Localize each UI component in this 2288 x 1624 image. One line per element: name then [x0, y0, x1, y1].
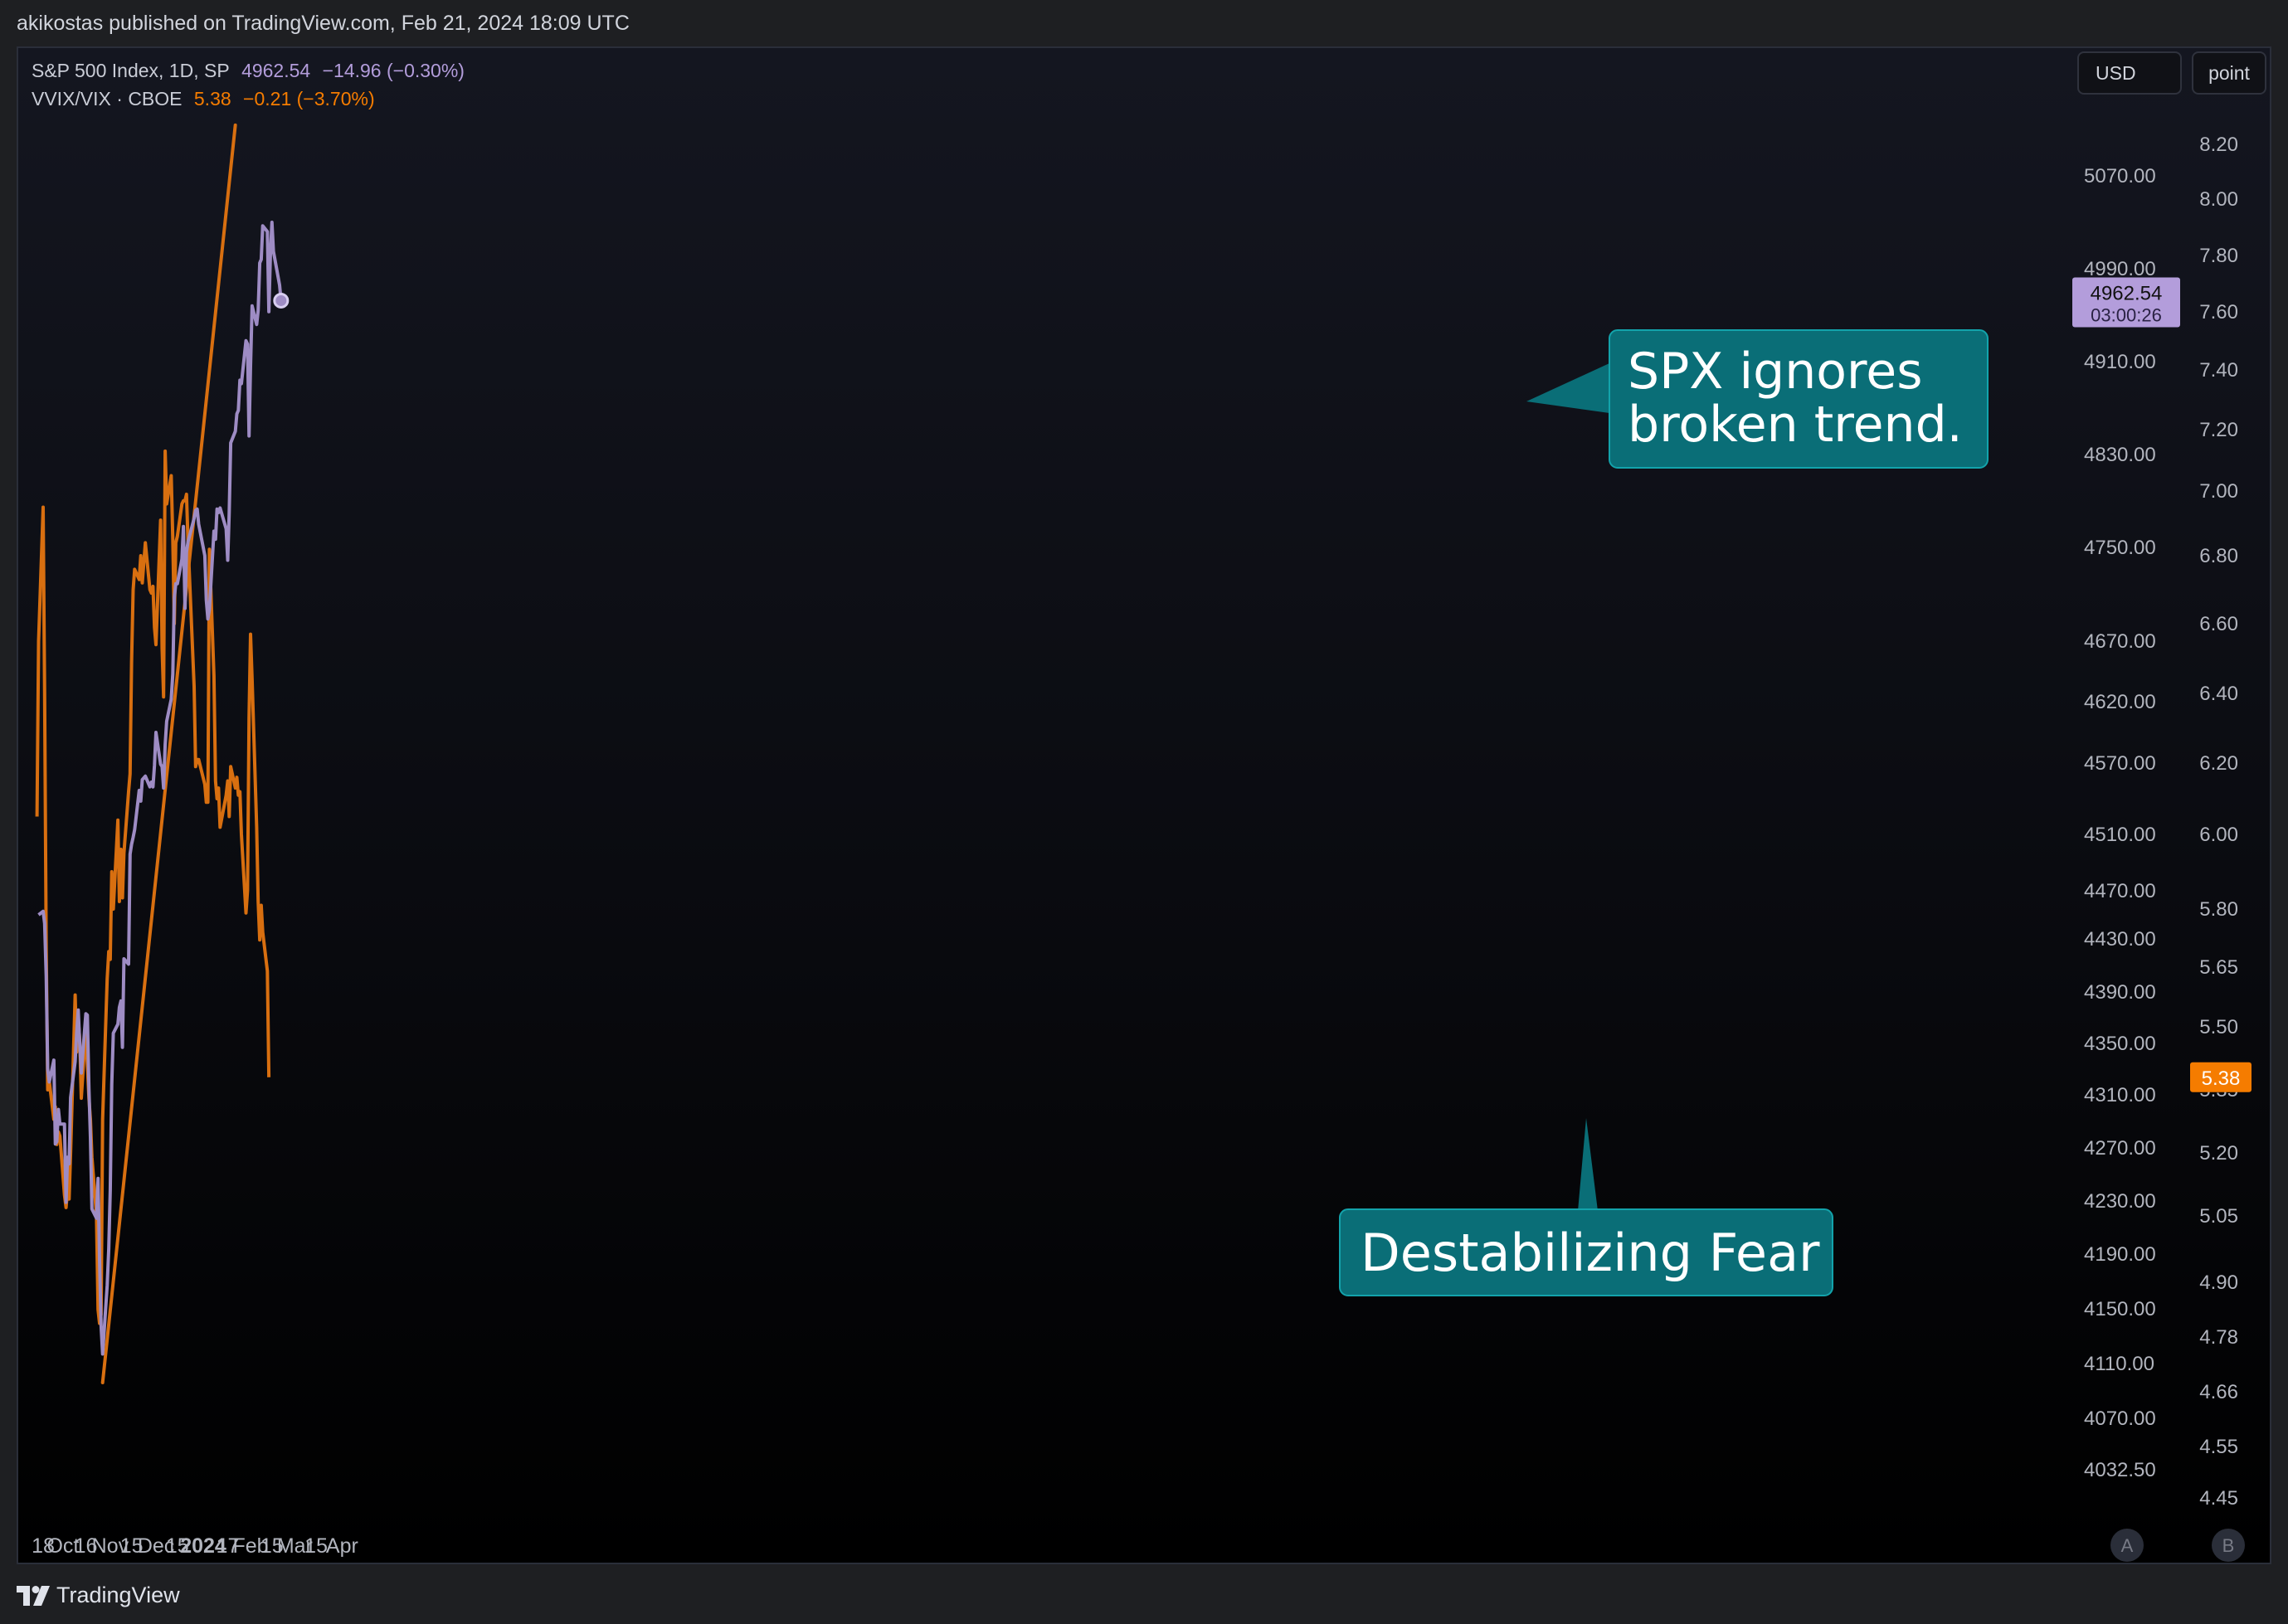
- vvix-axis-tick: 5.50: [2199, 1016, 2238, 1038]
- callout-fear-text: Destabilizing Fear: [1361, 1223, 1820, 1283]
- time-axis-tick: Nov: [92, 1534, 129, 1558]
- time-axis-tick: 15: [260, 1534, 284, 1558]
- spx-axis-tick: 4150.00: [2084, 1298, 2156, 1320]
- vvix-axis-tick: 6.40: [2199, 683, 2238, 705]
- vvix-axis-tick: 7.60: [2199, 301, 2238, 323]
- callout-spx-line2: broken trend.: [1628, 396, 1963, 454]
- vvix-trendline[interactable]: [100, 123, 237, 1384]
- vvix-axis-tick: 6.60: [2199, 613, 2238, 635]
- axis-button-a[interactable]: [2110, 1529, 2144, 1562]
- chart-pane[interactable]: 5070.00 4990.00 4910.00 4830.00 4750.00 4670.…: [17, 46, 2271, 1564]
- spx-axis-tick: 4110.00: [2084, 1353, 2154, 1375]
- spx-line[interactable]: [37, 221, 283, 1356]
- vvix-axis-tick: 4.45: [2199, 1487, 2238, 1510]
- spx-legend[interactable]: S&P 500 Index, 1D, SP 4962.54 −14.96 (−0…: [32, 60, 471, 82]
- chart-canvas[interactable]: 5070.00 4990.00 4910.00 4830.00 4750.00 4670.…: [18, 48, 2270, 1563]
- callout-spx-box[interactable]: [1609, 329, 1989, 469]
- spx-axis-tick: 4032.50: [2084, 1459, 2156, 1481]
- vvix-axis-tick: 8.00: [2199, 188, 2238, 211]
- spx-axis-tick: 4570.00: [2084, 752, 2156, 775]
- vvix-axis-tick: 6.20: [2199, 752, 2238, 775]
- time-axis-tick: Mar: [277, 1534, 313, 1558]
- spx-axis-tick: 4190.00: [2084, 1243, 2156, 1266]
- callout-fear-pointer: [1578, 1118, 1598, 1211]
- vvix-axis-tick: 8.20: [2199, 134, 2238, 156]
- vvix-axis-tick: 4.55: [2199, 1436, 2238, 1458]
- vvix-legend[interactable]: VVIX/VIX · CBOE 5.38 −0.21 (−3.70%): [32, 88, 382, 110]
- spx-axis-tick: 4350.00: [2084, 1033, 2156, 1055]
- axis-button-b[interactable]: [2212, 1529, 2245, 1562]
- callout-spx-line1: SPX ignores: [1628, 343, 1922, 401]
- vvix-axis-tick: 7.40: [2199, 359, 2238, 382]
- axis-button-label: B: [2222, 1535, 2235, 1556]
- time-axis-tick: 15: [120, 1534, 144, 1558]
- vvix-axis-tick: 5.80: [2199, 898, 2238, 921]
- spx-axis-tick: 4310.00: [2084, 1084, 2156, 1106]
- callout-spx-pointer: [1526, 363, 1609, 413]
- vvix-axis-tick: 6.00: [2199, 824, 2238, 846]
- published-text: akikostas published on TradingView.com, …: [17, 12, 630, 35]
- callout-fear-box[interactable]: [1339, 1208, 1833, 1296]
- vvix-axis-tick: 4.78: [2199, 1326, 2238, 1349]
- spx-axis-tick: 4270.00: [2084, 1137, 2156, 1160]
- time-axis-tick: 16: [75, 1534, 98, 1558]
- spx-legend-change: −14.96 (−0.30%): [322, 60, 465, 81]
- spx-axis-tick: 4510.00: [2084, 824, 2156, 846]
- scale-unit-button[interactable]: point: [2192, 51, 2266, 95]
- spx-last-point[interactable]: [273, 292, 290, 309]
- vvix-legend-change: −0.21 (−3.70%): [243, 88, 375, 109]
- spx-axis-tick: 4230.00: [2084, 1190, 2156, 1213]
- vvix-axis-tick: 4.90: [2199, 1271, 2238, 1294]
- spx-axis-tick: 4430.00: [2084, 928, 2156, 951]
- spx-axis-tick: 4830.00: [2084, 444, 2156, 466]
- vvix-axis-tick: 5.65: [2199, 956, 2238, 979]
- spx-axis-tick: 5070.00: [2084, 165, 2156, 187]
- vvix-legend-price: 5.38: [193, 88, 231, 109]
- spx-price-tag-value: 4962.54: [2091, 282, 2163, 304]
- time-axis-tick: Dec: [138, 1534, 174, 1558]
- spx-axis-tick: 4990.00: [2084, 258, 2156, 280]
- spx-axis-tick: 4390.00: [2084, 981, 2156, 1004]
- spx-price-tag-countdown: 03:00:26: [2091, 304, 2162, 325]
- spx-axis-tick: 4470.00: [2084, 880, 2156, 902]
- vvix-axis-tick: 7.80: [2199, 245, 2238, 267]
- spx-legend-price: 4962.54: [241, 60, 311, 81]
- spx-price-tag: [2072, 277, 2180, 328]
- time-axis-tick: 15: [166, 1534, 189, 1558]
- tradingview-logo[interactable]: TradingView: [17, 1583, 180, 1608]
- axis-button-label: A: [2121, 1535, 2134, 1556]
- vvix-price-tag-value: 5.38: [2202, 1067, 2241, 1090]
- spx-axis-tick: 4910.00: [2084, 351, 2156, 373]
- vvix-axis-tick: 7.00: [2199, 480, 2238, 503]
- time-axis-tick: 18: [32, 1534, 55, 1558]
- vvix-line[interactable]: [35, 449, 271, 1325]
- vvix-axis-tick: 4.66: [2199, 1381, 2238, 1403]
- vvix-axis-tick: 5.20: [2199, 1142, 2238, 1165]
- time-axis-tick: Oct: [46, 1534, 79, 1558]
- vvix-axis-tick: 6.80: [2199, 545, 2238, 567]
- time-axis-tick: 2024: [180, 1534, 226, 1558]
- tradingview-brand: TradingView: [56, 1583, 180, 1607]
- footer: TradingView: [0, 1564, 2288, 1624]
- spx-legend-name: S&P 500 Index, 1D, SP: [32, 60, 230, 81]
- publish-header: akikostas published on TradingView.com, …: [0, 0, 2288, 46]
- spx-axis-tick: 4070.00: [2084, 1408, 2156, 1430]
- time-axis-tick: 15: [304, 1534, 328, 1558]
- spx-axis-tick: 4670.00: [2084, 630, 2156, 653]
- spx-axis-tick: 4750.00: [2084, 537, 2156, 559]
- spx-axis-tick: 4620.00: [2084, 691, 2156, 713]
- vvix-price-tag: [2190, 1062, 2251, 1092]
- currency-button[interactable]: USD: [2077, 51, 2182, 95]
- time-axis-tick: 17: [217, 1534, 240, 1558]
- time-axis-tick: Feb: [232, 1534, 268, 1558]
- vvix-legend-name: VVIX/VIX · CBOE: [32, 88, 183, 109]
- time-axis-tick: Apr: [326, 1534, 358, 1558]
- tradingview-logo-icon: [17, 1585, 50, 1606]
- vvix-axis-tick: 7.20: [2199, 419, 2238, 441]
- vvix-axis-tick: 5.05: [2199, 1205, 2238, 1228]
